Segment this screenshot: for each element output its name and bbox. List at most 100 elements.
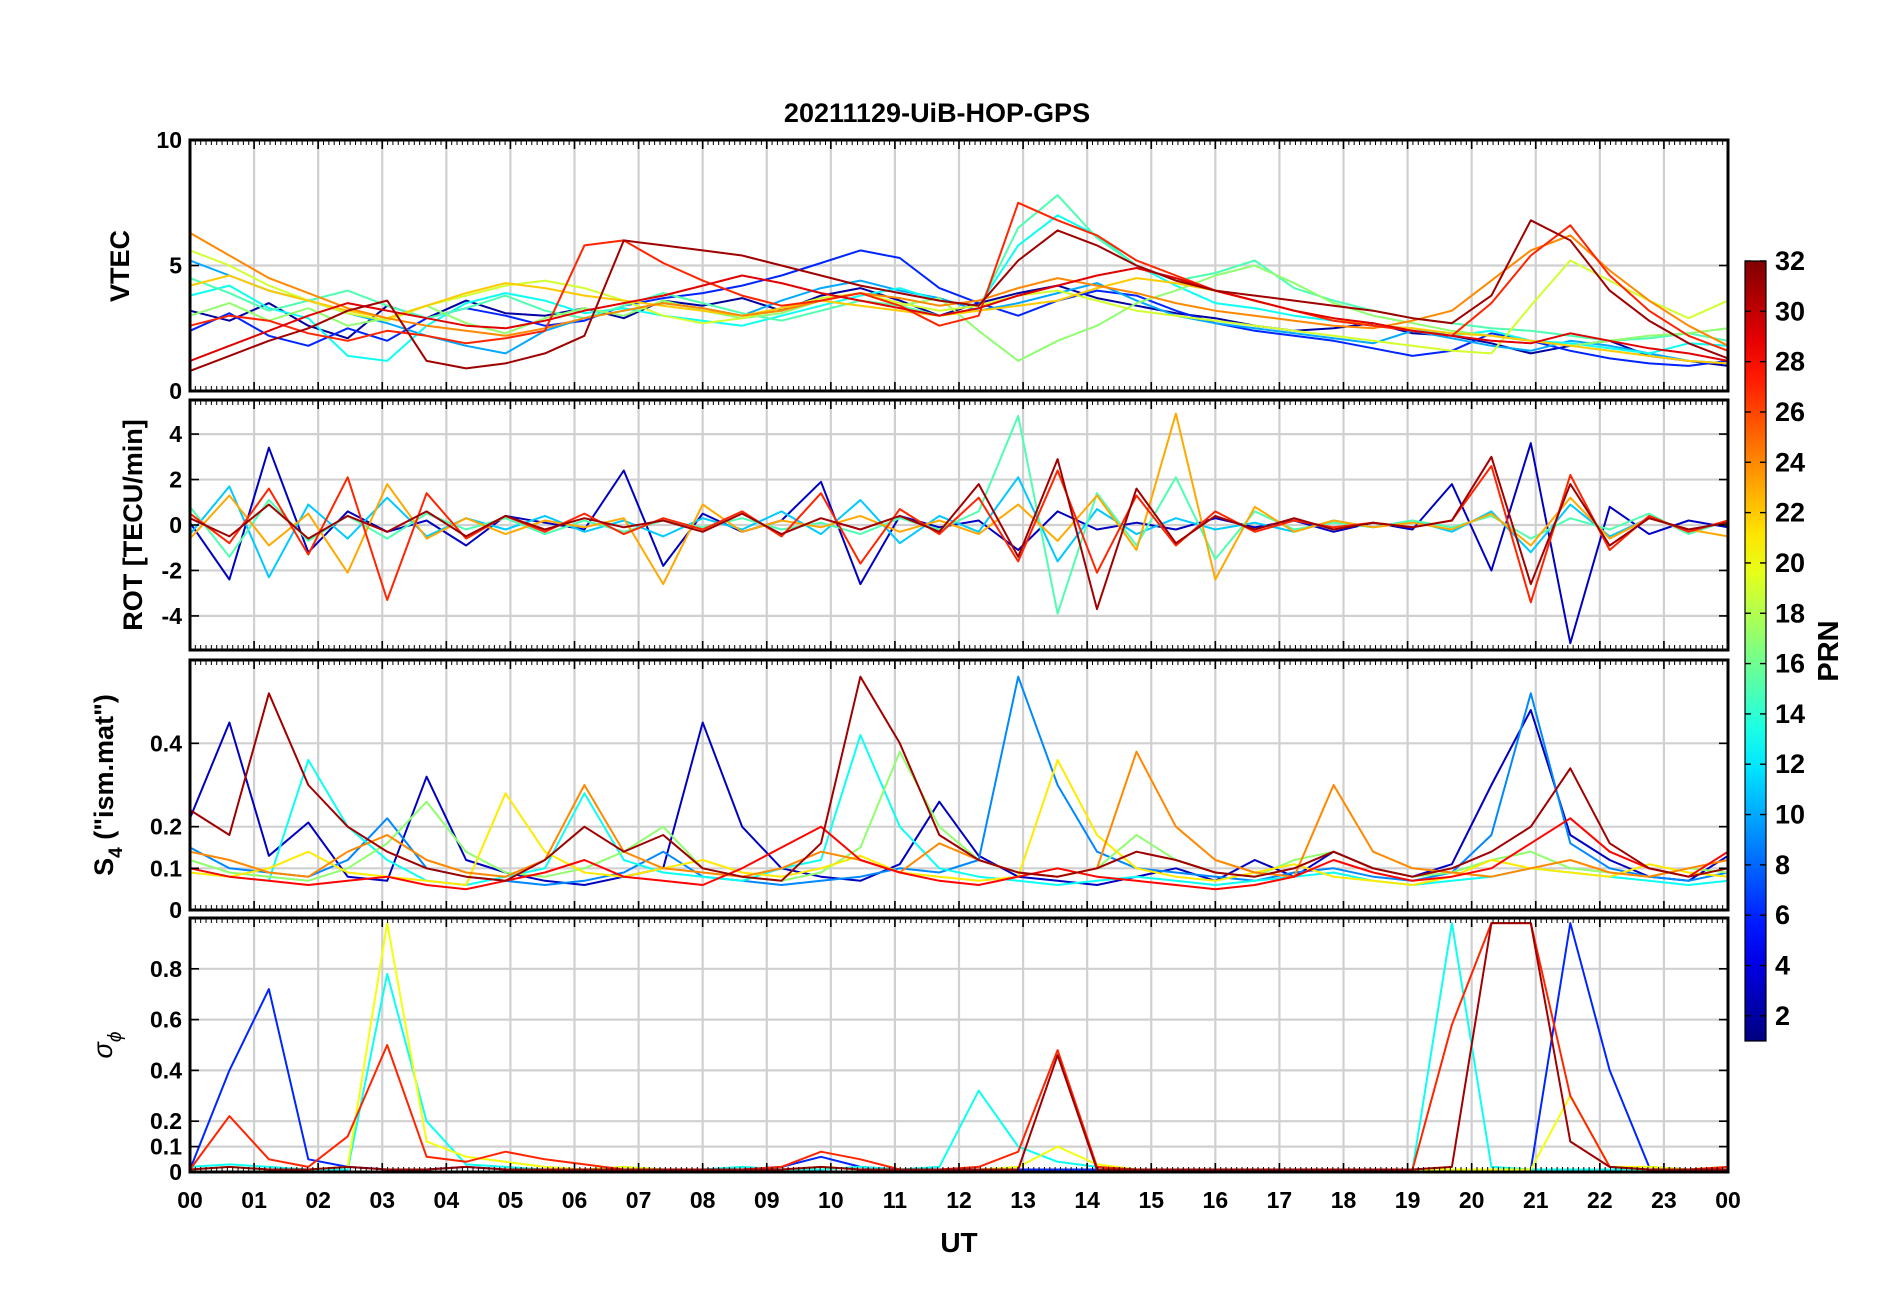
series-line-prn-10: [189, 259, 1729, 365]
y-tick-label: 0.8: [150, 956, 182, 982]
series-line-prn-17: [189, 750, 1729, 882]
series-line-prn-22: [189, 274, 1729, 365]
series-line-prn-17: [189, 264, 1729, 362]
y-tick-label: 2: [169, 467, 182, 493]
series-line-prn-28: [189, 817, 1729, 891]
series-line-prn-29: [189, 267, 1729, 362]
sigma-label-main: σ: [88, 1040, 118, 1058]
series-line-prn-24: [189, 750, 1729, 878]
colorbar-tick-label: 8: [1775, 850, 1790, 880]
y-tick-label: 0: [169, 512, 182, 538]
x-tick-label: 14: [1074, 1187, 1100, 1213]
series-line-prn-31: [189, 455, 1729, 611]
colorbar-tick-label: 16: [1775, 649, 1805, 679]
colorbar-tick-label: 2: [1775, 1001, 1790, 1031]
x-axis-label: UT: [940, 1227, 977, 1258]
y-tick-label: 0: [169, 1159, 182, 1185]
colorbar-tick-label: 32: [1775, 246, 1805, 276]
panel-sigma: 00.10.2 0.4 0.6 0.8 σϕ: [88, 916, 1730, 1185]
x-tick-label: 06: [562, 1187, 588, 1213]
colorbar-tick-label: 14: [1775, 699, 1805, 729]
rot-series-group: [189, 412, 1729, 645]
s4-label-subscript: 4: [106, 847, 127, 858]
y-tick-label: 0.4: [150, 1057, 182, 1083]
y-tick-label: 5: [169, 253, 182, 279]
x-tick-label: 22: [1587, 1187, 1613, 1213]
colorbar-tick-label: 22: [1775, 498, 1805, 528]
colorbar-tick-label: 28: [1775, 347, 1805, 377]
x-tick-label: 10: [818, 1187, 844, 1213]
rot-axes-frame: [188, 398, 1730, 652]
y-tick-label: -4: [162, 603, 183, 629]
s4-axes-frame: [188, 658, 1730, 912]
s4-label-main: S: [89, 858, 119, 876]
x-tick-label: 18: [1331, 1187, 1357, 1213]
colorbar-tick-label: 24: [1775, 447, 1805, 477]
s4-label-rest: ("ism.mat"): [89, 694, 119, 847]
x-tick-label: 04: [434, 1187, 460, 1213]
sigma-y-tick-labels: 00.10.2 0.4 0.6 0.8: [150, 956, 182, 1185]
sigma-gridlines: [190, 918, 1728, 1172]
x-tick-label: 16: [1203, 1187, 1229, 1213]
colorbar-tick-label: 20: [1775, 548, 1805, 578]
axes-box: [188, 398, 1730, 652]
x-tick-label: 20: [1459, 1187, 1485, 1213]
x-tick-label: 11: [883, 1187, 908, 1213]
y-tick-label: 10: [156, 127, 182, 153]
x-tick-label: 00: [1715, 1187, 1741, 1213]
colorbar-ramp: [1744, 260, 1767, 1042]
x-tick-label: 03: [369, 1187, 395, 1213]
y-tick-label: 0.1: [150, 1134, 182, 1160]
y-tick-label: 4: [169, 421, 182, 447]
x-tick-label: 08: [690, 1187, 716, 1213]
x-tick-label: 00: [177, 1187, 203, 1213]
colorbar-tick-label: 6: [1775, 900, 1790, 930]
series-line-prn-21: [189, 759, 1729, 886]
series-line-prn-19: [189, 249, 1729, 355]
colorbar-tick-label: 18: [1775, 598, 1805, 628]
y-tick-label: 0: [169, 897, 182, 923]
colorbar-tick-label: 26: [1775, 397, 1805, 427]
series-line-prn-2: [189, 284, 1729, 367]
colorbar-label: PRN: [1813, 620, 1845, 681]
series-line-prn-23: [189, 412, 1729, 586]
vtec-y-axis-label: VTEC: [105, 230, 135, 302]
panel-s4: 0 0.1 0.2 0.4 S4 ("ism.mat"): [89, 658, 1730, 923]
sigma-y-axis-label: σϕ: [88, 1032, 126, 1059]
y-tick-label: 0.6: [150, 1007, 182, 1033]
x-tick-label: 23: [1651, 1187, 1677, 1213]
s4-series-group: [189, 675, 1729, 891]
vtec-axes-frame: [188, 138, 1730, 393]
series-line-prn-31: [189, 675, 1729, 882]
y-tick-label: 0: [169, 378, 182, 404]
colorbar-tick-label: 30: [1775, 296, 1805, 326]
vtec-y-tick-labels: 0 5 10: [156, 127, 182, 404]
colorbar-tick-label: 12: [1775, 749, 1805, 779]
x-tick-labels: 00 01 02 03 04 05 06 07 08 09 10 11 12 13 14 15 16 17 18 19…: [177, 1187, 1741, 1213]
x-tick-label: 01: [241, 1187, 267, 1213]
x-tick-label: 15: [1138, 1187, 1164, 1213]
chart-title: 20211129-UiB-HOP-GPS: [784, 98, 1090, 128]
x-tick-label: 19: [1395, 1187, 1421, 1213]
x-tick-label: 09: [754, 1187, 780, 1213]
axes-box: [188, 916, 1730, 1174]
s4-y-tick-labels: 0 0.1 0.2 0.4: [150, 730, 182, 923]
series-line-prn-3: [189, 709, 1729, 886]
sigma-label-subscript: ϕ: [105, 1032, 126, 1043]
colorbar-tick-label: 10: [1775, 800, 1805, 830]
sigma-axes-frame: [188, 916, 1730, 1174]
vtec-series-group: [189, 194, 1729, 372]
y-tick-label: 0.2: [150, 1108, 182, 1134]
y-tick-label: 0.2: [150, 814, 182, 840]
panel-vtec: 0 5 10 VTEC: [105, 127, 1730, 404]
s4-y-axis-label: S4 ("ism.mat"): [89, 694, 127, 876]
series-line-prn-27: [189, 464, 1729, 604]
axes-box: [188, 138, 1730, 393]
y-tick-label: 0.1: [150, 855, 182, 881]
colorbar-tick-label: 4: [1775, 951, 1790, 981]
series-line-prn-27: [189, 201, 1729, 352]
panel-rot: -4 -2 0 2 4 ROT [TECU/min]: [118, 398, 1730, 652]
x-tick-label: 05: [498, 1187, 524, 1213]
